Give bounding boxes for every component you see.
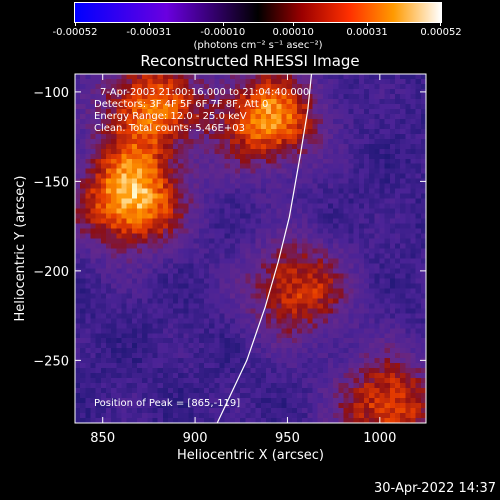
colorbar-tick <box>148 22 150 26</box>
y-tick-label: −100 <box>33 86 69 101</box>
y-axis-label: Heliocentric Y (arcsec) <box>13 176 28 322</box>
colorbar-tick <box>293 22 295 26</box>
annotation-detectors: Detectors: 3F 4F 5F 6F 7F 8F, Att 0 <box>94 99 269 110</box>
y-tick-label: −200 <box>33 265 69 280</box>
y-tick-label: −150 <box>33 175 69 190</box>
plot-frame <box>74 73 427 424</box>
colorbar-tick-label: 0.00052 <box>420 27 462 38</box>
colorbar-tick-label: 0.00010 <box>272 27 314 38</box>
colorbar-tick <box>440 22 441 26</box>
x-tick-label: 900 <box>183 431 208 446</box>
x-tick-label: 850 <box>90 431 115 446</box>
colorbar <box>74 2 442 26</box>
annotation-total-counts: Clean. Total counts: 5.46E+03 <box>94 123 245 134</box>
x-axis-label: Heliocentric X (arcsec) <box>177 448 324 463</box>
timestamp: 30-Apr-2022 14:37 <box>374 481 496 496</box>
heatmap-image <box>75 74 426 423</box>
solar-limb-curve <box>216 73 313 424</box>
colorbar-tick-label: -0.00031 <box>126 27 172 38</box>
colorbar-tick-label: 0.00031 <box>346 27 388 38</box>
colorbar-tick <box>367 22 369 26</box>
annotation-energy-range: Energy Range: 12.0 - 25.0 keV <box>94 111 247 122</box>
colorbar-tick <box>75 22 76 26</box>
colorbar-gradient <box>74 2 442 23</box>
colorbar-tick <box>222 22 224 26</box>
x-tick-label: 950 <box>275 431 300 446</box>
annotation-peak-position: Position of Peak = [865,-119] <box>94 398 241 409</box>
colorbar-tick-label: -0.00010 <box>200 27 246 38</box>
annotation-time-range: 7-Apr-2003 21:00:16.000 to 21:04:40.000 <box>100 87 310 98</box>
colorbar-units-label: (photons cm⁻² s⁻¹ asec⁻²) <box>193 40 323 51</box>
y-tick-label: −250 <box>33 354 69 369</box>
chart-title: Reconstructed RHESSI Image <box>140 52 360 70</box>
colorbar-tick-label: -0.00052 <box>52 27 98 38</box>
x-tick-label: 1000 <box>363 431 396 446</box>
